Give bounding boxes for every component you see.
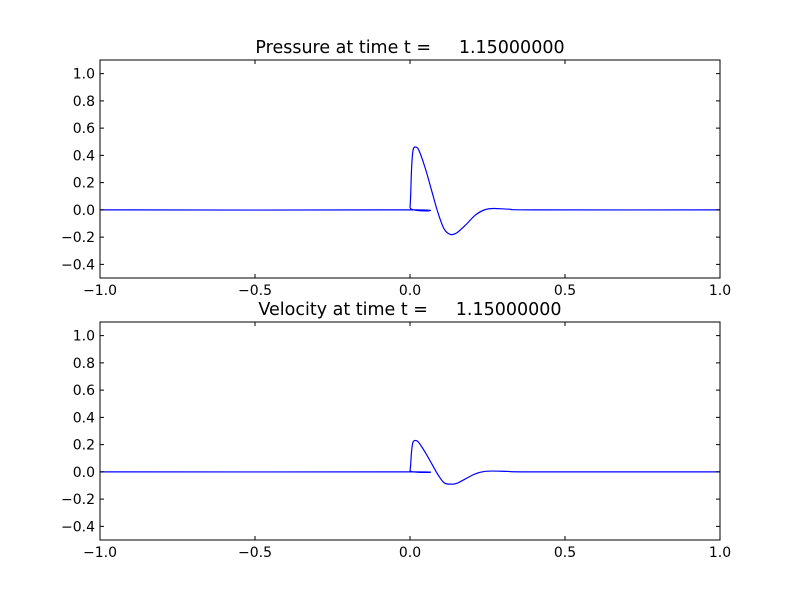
- y-tick-label: 1.0: [73, 329, 95, 345]
- y-tick-label: 0.0: [73, 465, 95, 481]
- velocity-axes: −1.0 −0.5 0.0 0.5 1.0 −0.4 −0.2 0.0 0.2 0.4 0.6 0.8…: [61, 300, 731, 561]
- y-tick-label: −0.4: [61, 519, 95, 535]
- x-tick-label: 0.0: [399, 283, 421, 299]
- y-tick-label: −0.4: [61, 257, 95, 273]
- x-tick-label: 0.5: [554, 545, 576, 561]
- y-tick-label: 0.4: [73, 410, 95, 426]
- series-line: [99, 439, 721, 485]
- y-tick-label: 0.2: [73, 438, 95, 454]
- y-tick-label: 0.0: [73, 203, 95, 219]
- x-tick-label: 1.0: [709, 545, 731, 561]
- axes-background: [100, 60, 720, 278]
- y-tick-label: 0.6: [73, 383, 95, 399]
- chart-title: Velocity at time t = 1.15000000: [258, 300, 561, 320]
- y-tick-label: −0.2: [61, 230, 95, 246]
- x-tick-label: 0.0: [399, 545, 421, 561]
- pressure-axes: −1.0 −0.5 0.0 0.5 1.0 −0.4 −0.2 0.0 0.2 0.4 0.6 0.8…: [61, 38, 731, 299]
- y-tick-label: 0.8: [73, 94, 95, 110]
- chart-title: Pressure at time t = 1.15000000: [255, 38, 564, 58]
- x-tick-label: −0.5: [238, 283, 272, 299]
- y-tick-label: 0.8: [73, 356, 95, 372]
- x-tick-label: 1.0: [709, 283, 731, 299]
- x-tick-label: −1.0: [83, 283, 117, 299]
- y-tick-label: 0.4: [73, 148, 95, 164]
- y-tick-label: 0.2: [73, 176, 95, 192]
- x-tick-label: −1.0: [83, 545, 117, 561]
- x-tick-label: 0.5: [554, 283, 576, 299]
- axes-background: [100, 322, 720, 540]
- y-tick-label: −0.2: [61, 492, 95, 508]
- y-tick-label: 1.0: [73, 67, 95, 83]
- y-tick-label: 0.6: [73, 121, 95, 137]
- x-tick-label: −0.5: [238, 545, 272, 561]
- series-line: [99, 146, 721, 236]
